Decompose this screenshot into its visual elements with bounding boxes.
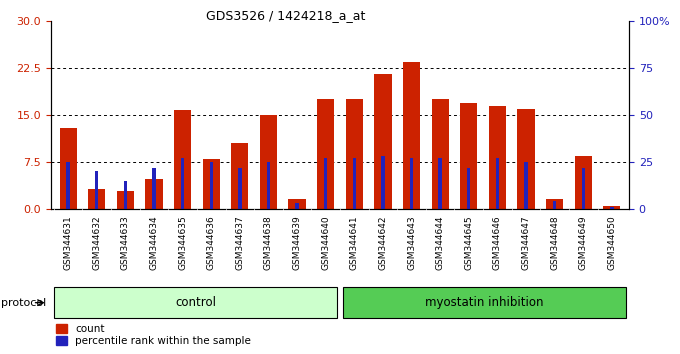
Text: GSM344632: GSM344632	[92, 215, 101, 270]
Text: GSM344645: GSM344645	[464, 215, 473, 270]
Text: GSM344647: GSM344647	[522, 215, 530, 270]
Bar	[553, 201, 556, 209]
Bar	[546, 200, 563, 209]
Bar	[124, 181, 127, 209]
Bar	[345, 99, 363, 209]
Bar	[152, 167, 156, 209]
Bar	[324, 158, 327, 209]
Bar	[260, 115, 277, 209]
Text: GSM344633: GSM344633	[121, 215, 130, 270]
Text: control: control	[175, 296, 216, 309]
Bar	[439, 158, 442, 209]
Bar	[524, 162, 528, 209]
Bar	[410, 158, 413, 209]
Bar	[353, 158, 356, 209]
Text: GSM344639: GSM344639	[292, 215, 301, 270]
Legend: count, percentile rank within the sample: count, percentile rank within the sample	[56, 324, 251, 346]
Bar	[88, 189, 105, 209]
Text: GSM344640: GSM344640	[321, 215, 330, 270]
Text: GSM344644: GSM344644	[436, 215, 445, 270]
Bar	[288, 200, 306, 209]
Bar	[603, 206, 620, 209]
Bar	[467, 167, 471, 209]
Text: GSM344631: GSM344631	[64, 215, 73, 270]
Bar	[460, 103, 477, 209]
Bar	[581, 167, 585, 209]
Text: GSM344650: GSM344650	[607, 215, 616, 270]
Text: GSM344635: GSM344635	[178, 215, 187, 270]
Bar	[67, 162, 70, 209]
Bar	[295, 203, 299, 209]
Bar	[381, 156, 385, 209]
Bar	[403, 62, 420, 209]
Bar	[343, 287, 626, 319]
Bar	[432, 99, 449, 209]
Bar	[496, 158, 499, 209]
Text: GSM344637: GSM344637	[235, 215, 244, 270]
Bar	[231, 143, 248, 209]
Text: GSM344641: GSM344641	[350, 215, 359, 270]
Text: GSM344643: GSM344643	[407, 215, 416, 270]
Bar	[95, 171, 99, 209]
Bar	[374, 74, 392, 209]
Text: GSM344638: GSM344638	[264, 215, 273, 270]
Bar	[610, 207, 613, 209]
Bar	[238, 167, 241, 209]
Bar	[203, 159, 220, 209]
Bar	[317, 99, 335, 209]
Bar	[60, 127, 77, 209]
Bar	[181, 158, 184, 209]
Text: GSM344649: GSM344649	[579, 215, 588, 270]
Text: protocol: protocol	[1, 298, 47, 308]
Bar	[517, 109, 534, 209]
Text: GSM344648: GSM344648	[550, 215, 559, 270]
Text: myostatin inhibition: myostatin inhibition	[425, 296, 544, 309]
Bar	[489, 105, 506, 209]
Bar	[575, 156, 592, 209]
Bar	[117, 192, 134, 209]
Bar	[174, 110, 191, 209]
Text: GDS3526 / 1424218_a_at: GDS3526 / 1424218_a_at	[206, 9, 365, 22]
Text: GSM344642: GSM344642	[379, 215, 388, 270]
Text: GSM344634: GSM344634	[150, 215, 158, 270]
Text: GSM344636: GSM344636	[207, 215, 216, 270]
Bar	[267, 162, 270, 209]
Bar	[54, 287, 337, 319]
Bar	[209, 162, 213, 209]
Bar	[146, 179, 163, 209]
Text: GSM344646: GSM344646	[493, 215, 502, 270]
